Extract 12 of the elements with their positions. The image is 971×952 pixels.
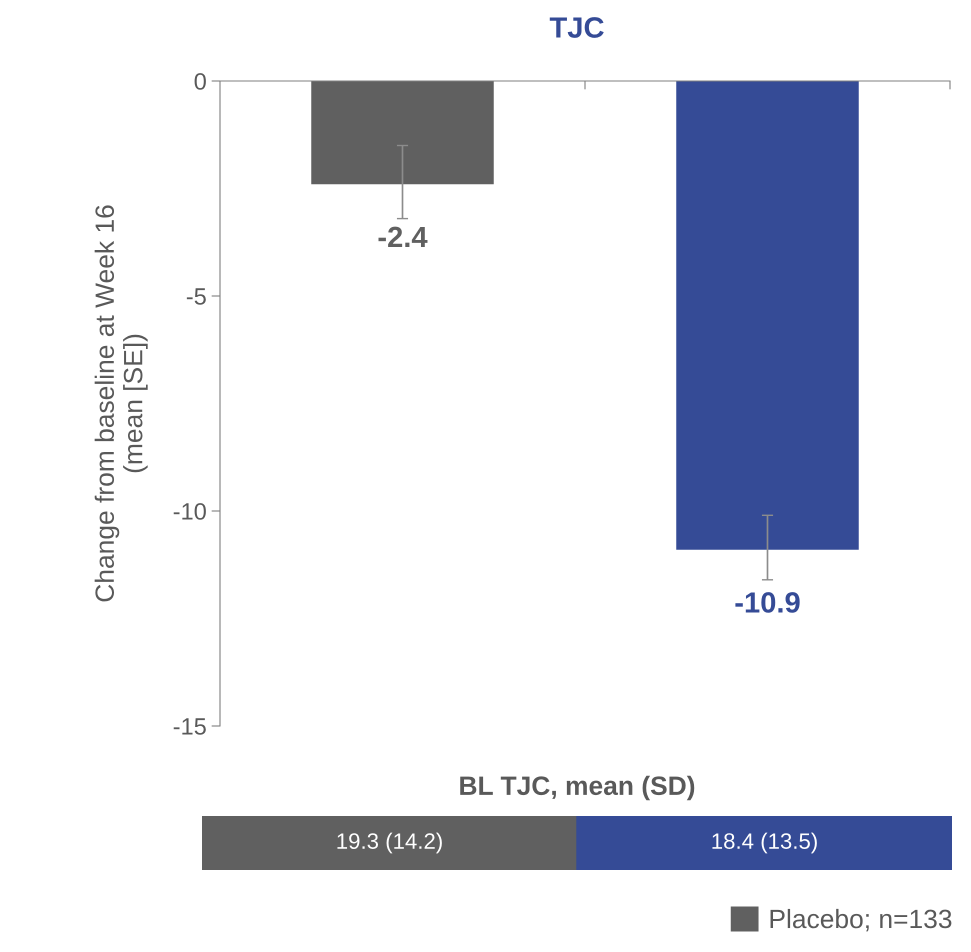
data-label: -10.9 [735,592,800,613]
text: 19.3 (14.2) [337,832,442,854]
y-tick-label: -15 [174,718,206,735]
y-tick-label: -10 [174,503,206,520]
legend-label: Placebo; n=133 [770,908,952,932]
text: BL TJC, mean (SD) [460,776,694,800]
text: 18.4 (13.5) [712,832,817,854]
chart-title: TJC [550,17,604,38]
y-axis-title: Change from baseline at Week 16 (mean [SE]) [94,205,148,602]
y-tick-label: -5 [186,288,206,305]
data-label: -2.4 [378,226,428,248]
y-tick-label: 0 [194,73,206,90]
